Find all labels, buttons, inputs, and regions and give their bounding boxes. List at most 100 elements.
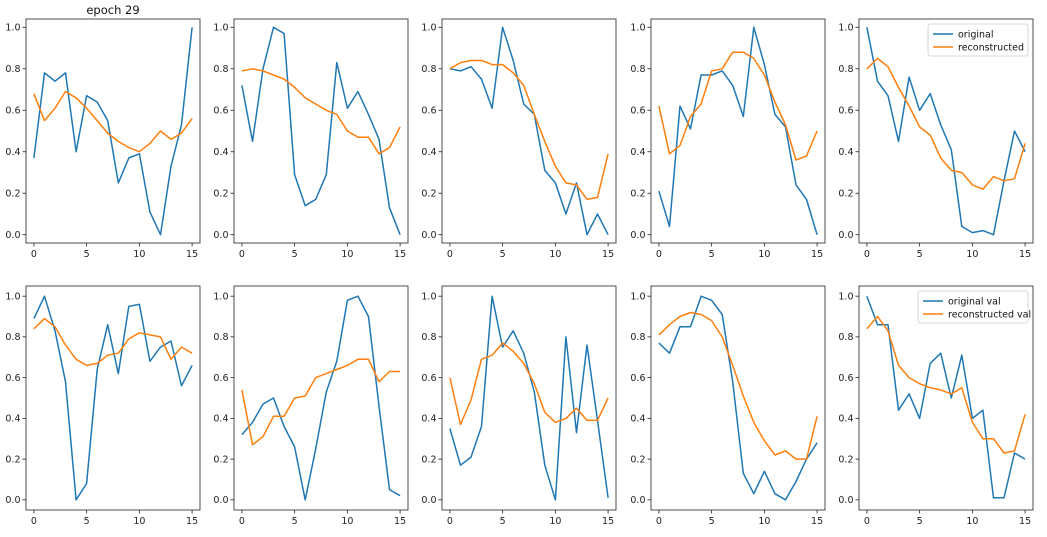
axes-frame [441, 18, 617, 244]
y-tick-label: 0.2 [838, 189, 853, 200]
series-line-reconstructed [241, 68, 401, 155]
series-line-original [658, 295, 818, 501]
x-tick-label: 10 [341, 249, 353, 260]
y-tick-label: 1.0 [5, 291, 20, 302]
y-tick-label: 0.6 [213, 106, 228, 117]
x-tick-label: 15 [186, 516, 198, 527]
subplot-9: 0.0 0.2 0.4 0.6 0.8 1.0 0 5 10 15 [630, 285, 826, 527]
series-line-original [658, 26, 818, 235]
y-tick-label: 0.4 [213, 414, 228, 425]
y-tick-label: 0.2 [5, 454, 20, 465]
y-tick-label: 0.2 [213, 454, 228, 465]
x-tick-label: 0 [656, 249, 662, 260]
x-tick-label: 15 [602, 516, 614, 527]
x-tick-label: 5 [84, 249, 90, 260]
x-tick-label: 0 [864, 249, 870, 260]
y-tick-label: 0.4 [421, 147, 436, 158]
y-tick-label: 0.8 [421, 332, 436, 343]
series-line-reconstructed [449, 59, 609, 201]
y-tick-label: 0.8 [213, 332, 228, 343]
x-tick-label: 0 [239, 516, 245, 527]
x-tick-label: 0 [656, 516, 662, 527]
x-tick-label: 15 [186, 249, 198, 260]
axes-frame [25, 18, 201, 244]
series-line-original [866, 295, 1026, 499]
x-tick-label: 10 [758, 249, 770, 260]
x-tick-label: 5 [292, 249, 298, 260]
legend-label: reconstructed [958, 42, 1024, 53]
x-tick-label: 0 [31, 516, 37, 527]
series-line-reconstructed [33, 317, 193, 367]
legend-label: original [958, 29, 994, 40]
y-tick-label: 0.2 [5, 189, 20, 200]
y-tick-label: 1.0 [838, 23, 853, 34]
y-tick-label: 0.8 [421, 64, 436, 75]
x-tick-label: 15 [811, 249, 823, 260]
series-line-original [866, 27, 1026, 236]
y-tick-label: 0.6 [421, 373, 436, 384]
y-tick-label: 1.0 [213, 23, 228, 34]
y-tick-label: 0.4 [421, 414, 436, 425]
y-tick-label: 0.2 [630, 189, 645, 200]
x-tick-label: 0 [239, 249, 245, 260]
y-tick-label: 0.6 [421, 106, 436, 117]
y-tick-label: 0.4 [838, 147, 853, 158]
y-tick-label: 0.2 [630, 454, 645, 465]
x-tick-label: 10 [549, 249, 561, 260]
x-tick-label: 0 [31, 249, 37, 260]
x-tick-label: 15 [602, 249, 614, 260]
y-tick-label: 0.0 [838, 495, 853, 506]
y-tick-label: 1.0 [421, 291, 436, 302]
axes-frame [650, 285, 826, 511]
y-tick-label: 0.6 [838, 106, 853, 117]
subplot-1: 0.0 0.2 0.4 0.6 0.8 1.0 0 5 10 15 epoch 29 [5, 3, 201, 260]
series-line-original [449, 26, 609, 236]
series-line-reconstructed [33, 90, 193, 153]
x-tick-label: 5 [292, 516, 298, 527]
y-tick-label: 0.0 [838, 230, 853, 241]
y-tick-label: 0.0 [630, 230, 645, 241]
series-line-reconstructed [241, 358, 401, 446]
y-tick-label: 0.4 [5, 147, 20, 158]
axes-frame [233, 18, 409, 244]
chart-title: epoch 29 [86, 3, 139, 17]
series-line-original [241, 26, 401, 235]
x-tick-label: 5 [500, 516, 506, 527]
x-tick-label: 5 [84, 516, 90, 527]
y-tick-label: 1.0 [838, 291, 853, 302]
y-tick-label: 0.6 [630, 106, 645, 117]
y-tick-label: 1.0 [5, 23, 20, 34]
subplot-grid: 0.0 0.2 0.4 0.6 0.8 1.0 0 5 10 15 epoch 29 0.0 0.2 0.… [5, 3, 1034, 527]
x-tick-label: 0 [447, 249, 453, 260]
series-line-reconstructed [866, 315, 1026, 454]
x-tick-label: 5 [709, 249, 715, 260]
series-line-reconstructed [658, 311, 818, 460]
x-tick-label: 10 [966, 516, 978, 527]
x-tick-label: 5 [917, 249, 923, 260]
y-tick-label: 0.2 [421, 189, 436, 200]
legend-label: original val [948, 296, 1001, 307]
x-tick-label: 0 [864, 516, 870, 527]
subplot-7: 0.0 0.2 0.4 0.6 0.8 1.0 0 5 10 15 [213, 285, 409, 527]
y-tick-label: 0.0 [421, 230, 436, 241]
y-tick-label: 0.4 [630, 414, 645, 425]
y-tick-label: 1.0 [213, 291, 228, 302]
y-tick-label: 0.4 [213, 147, 228, 158]
axes-frame [233, 285, 409, 511]
x-tick-label: 15 [1019, 516, 1031, 527]
x-tick-label: 15 [394, 516, 406, 527]
subplot-6: 0.0 0.2 0.4 0.6 0.8 1.0 0 5 10 15 [5, 285, 201, 527]
x-tick-label: 10 [133, 249, 145, 260]
legend-box [917, 290, 1029, 324]
y-tick-label: 0.2 [213, 189, 228, 200]
legend-label: reconstructed val [948, 309, 1031, 320]
y-tick-label: 0.8 [5, 332, 20, 343]
axes-frame [858, 285, 1034, 511]
y-tick-label: 0.6 [5, 373, 20, 384]
y-tick-label: 0.0 [630, 495, 645, 506]
axes-frame [650, 18, 826, 244]
y-tick-label: 0.8 [630, 332, 645, 343]
y-tick-label: 0.8 [630, 64, 645, 75]
y-tick-label: 1.0 [421, 23, 436, 34]
